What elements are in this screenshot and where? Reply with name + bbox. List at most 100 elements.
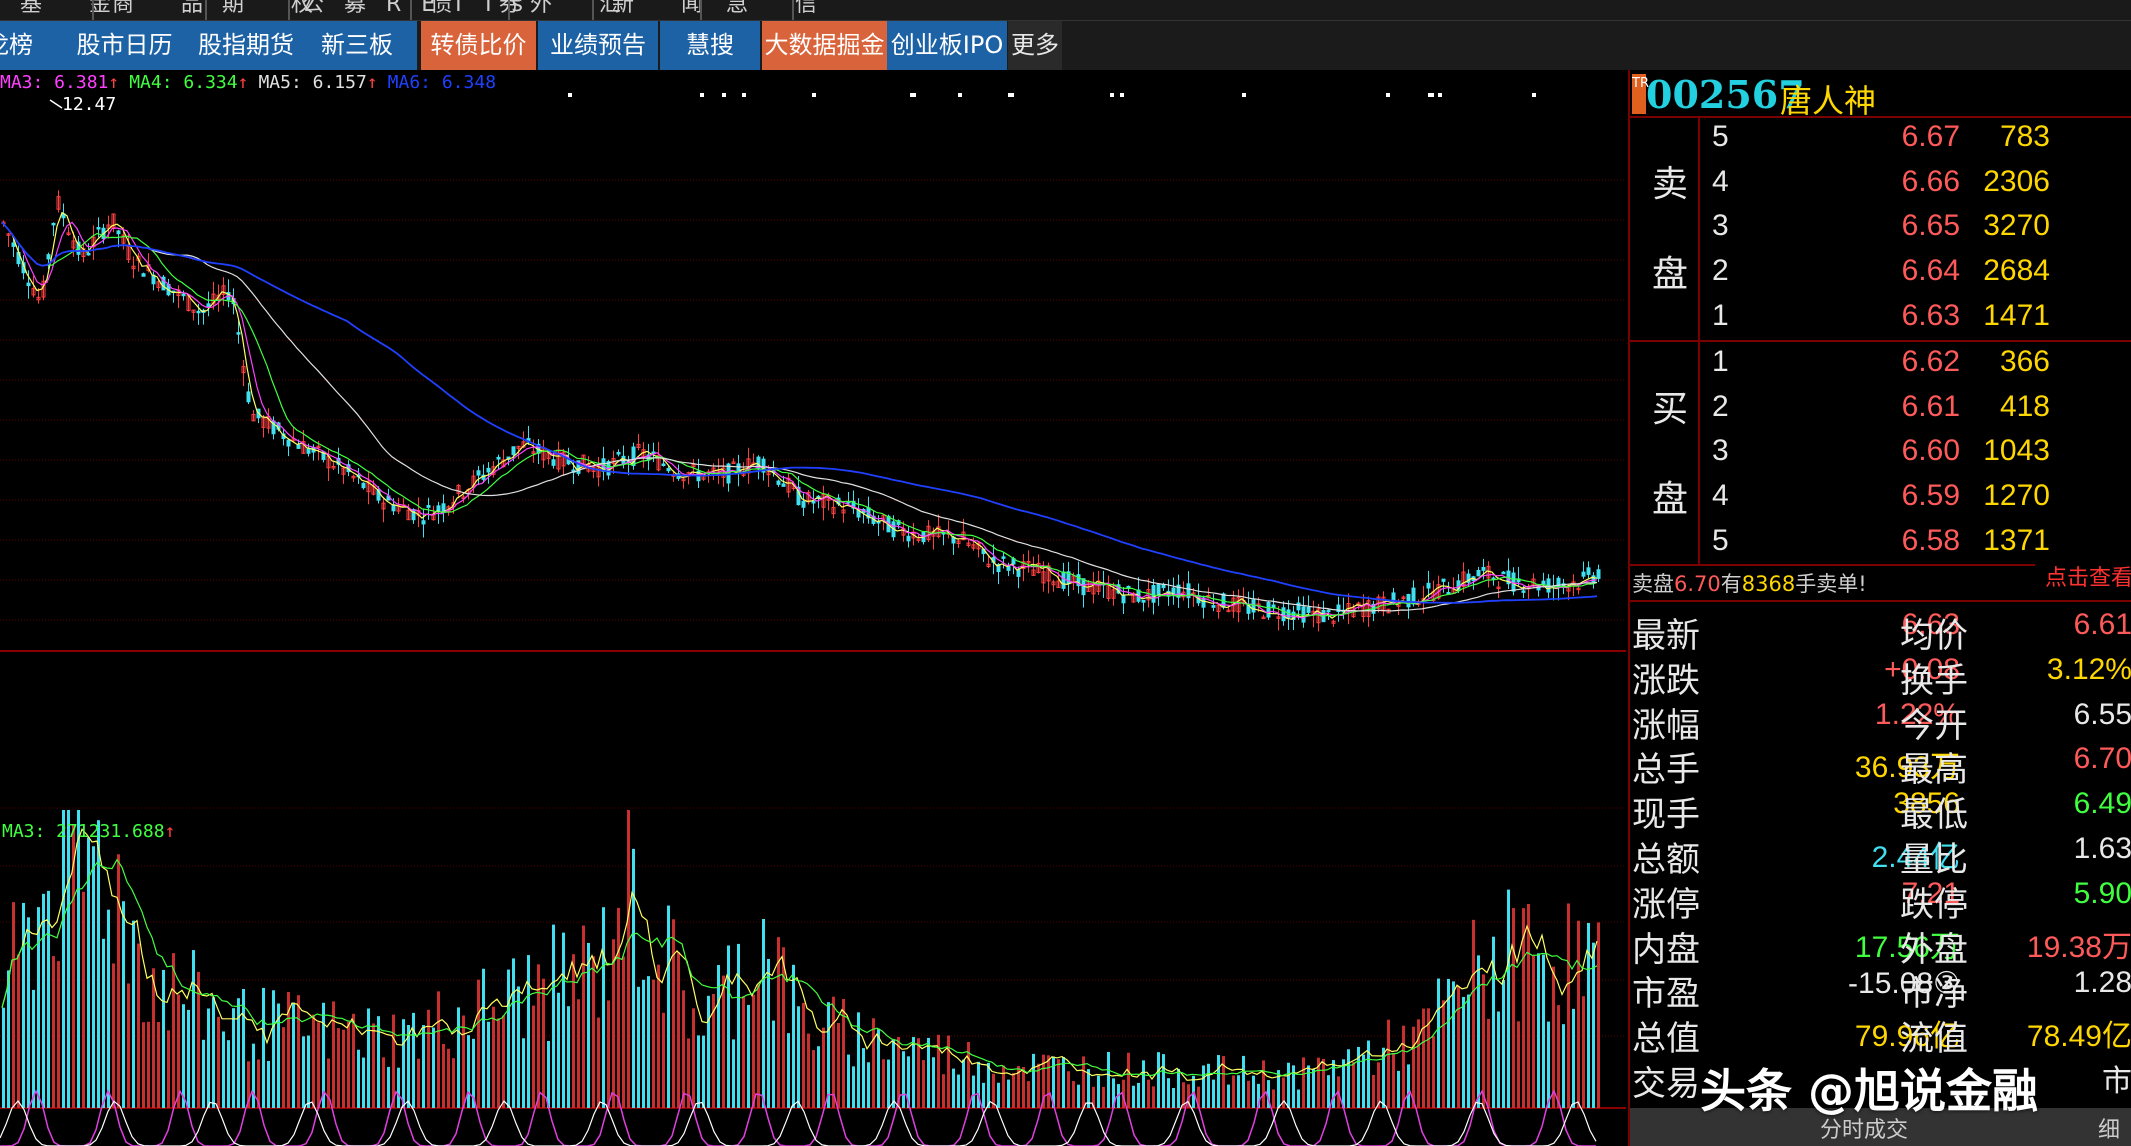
- event-marker[interactable]: [812, 93, 816, 97]
- quote-value: 3.12%: [2046, 652, 2131, 686]
- quote-label: 总值: [1632, 1019, 1700, 1060]
- quote-value: 5.90: [2073, 876, 2131, 910]
- nav-item[interactable]: 转债比价: [421, 21, 538, 70]
- menu-separator: [592, 0, 594, 20]
- quote-label: 总额: [1632, 840, 1700, 880]
- quote-label: 内盘: [1632, 929, 1700, 970]
- quote-value: 1.28: [2073, 966, 2131, 1000]
- quote-label: 交易: [1632, 1064, 1700, 1104]
- quote-label: 今开: [1900, 705, 1968, 746]
- sell-price: 6.63: [1901, 298, 1960, 332]
- top-menu-item[interactable]: 债 券: [430, 0, 541, 17]
- buy-volume: 1371: [1983, 523, 2050, 557]
- top-menu-item[interactable]: 公募REITs: [302, 0, 543, 17]
- candlesticks: [1, 190, 1601, 632]
- event-marker[interactable]: [958, 93, 962, 97]
- event-marker[interactable]: [1430, 93, 1434, 97]
- sell-volume: 3270: [1983, 209, 2050, 243]
- quote-label: 市净: [1900, 974, 1968, 1015]
- buy-volume: 418: [1999, 389, 2050, 423]
- tab-detail[interactable]: 细: [2098, 1118, 2121, 1143]
- menu-separator: [205, 0, 207, 20]
- sell-level: 2: [1712, 254, 1729, 288]
- quote-value: 36.93万: [1854, 751, 1960, 785]
- tab-tick-trades[interactable]: 分时成交: [1820, 1118, 1909, 1143]
- volume-ma-legend: MA3: 271231.688↑: [2, 821, 175, 842]
- top-menu-item[interactable]: 外 汇: [530, 0, 641, 17]
- nav-item[interactable]: 更多: [1008, 21, 1064, 70]
- buy-volume: 1043: [1983, 434, 2050, 468]
- event-marker[interactable]: [1532, 93, 1536, 97]
- menu-separator: [288, 0, 290, 20]
- sell-volume: 783: [1999, 120, 2050, 153]
- event-marker[interactable]: [568, 93, 572, 97]
- menu-separator: [410, 0, 412, 20]
- top-menu-item[interactable]: 商 品: [112, 0, 223, 17]
- event-marker[interactable]: [1010, 93, 1014, 97]
- view-details-button[interactable]: 点击查看: [2035, 564, 2131, 594]
- event-marker[interactable]: [722, 93, 726, 97]
- top-menu-item[interactable]: 期 权: [222, 0, 333, 17]
- nav-item[interactable]: 慧搜: [660, 21, 762, 70]
- quote-panel: TR 002567 唐人神 5 6.67 783 4 6.66 2306 3 6.65 3270…: [1628, 70, 2131, 1146]
- buy-side-label: 买: [1652, 389, 1689, 430]
- quote-value: 1.22%: [1874, 697, 1960, 731]
- menu-separator: [700, 0, 702, 20]
- quote-label: 外盘: [1900, 929, 1968, 970]
- quote-value: 6.70: [2073, 742, 2131, 776]
- watermark: 头条 @旭说金融: [1700, 1064, 2039, 1118]
- buy-side-label: 盘: [1652, 479, 1689, 520]
- menu-separator: [508, 0, 510, 20]
- sell-level: 5: [1712, 120, 1729, 153]
- top-menu-item[interactable]: 基 金: [20, 0, 131, 17]
- sell-side-label: 盘: [1652, 254, 1689, 295]
- event-markers[interactable]: [568, 93, 1536, 97]
- moving-average-lines: [1, 211, 1598, 620]
- buy-level: 1: [1712, 345, 1729, 378]
- function-nav-bar: 龙榜股市日历股指期货新三板转债比价业绩预告慧搜大数据掘金创业板IPO更多: [0, 21, 2131, 70]
- event-marker[interactable]: [742, 93, 746, 97]
- quote-label: 最新: [1632, 616, 1700, 656]
- kline-chart[interactable]: MA3: 6.381↑ MA4: 6.334↑ MA5: 6.157↑ MA6: 6.…: [0, 70, 1626, 1146]
- nav-item[interactable]: 龙榜: [0, 21, 50, 70]
- ma-legend-item: MA3: 6.381: [0, 72, 108, 93]
- buy-level: 4: [1712, 479, 1729, 513]
- quote-value: 79.96亿: [1854, 1020, 1960, 1054]
- ma-legend: MA3: 6.381↑ MA4: 6.334↑ MA5: 6.157↑ MA6: 6.…: [0, 72, 496, 93]
- nav-item[interactable]: 股指期货: [177, 21, 317, 70]
- sell-level: 1: [1712, 298, 1729, 332]
- quote-label: 最低: [1900, 795, 1968, 836]
- event-marker[interactable]: [1242, 93, 1246, 97]
- quote-label: 市盈: [1632, 974, 1700, 1015]
- nav-item[interactable]: 创业板IPO: [887, 21, 1009, 70]
- event-marker[interactable]: [1386, 93, 1390, 97]
- sell-price: 6.64: [1901, 254, 1960, 288]
- stock-name[interactable]: 唐人神: [1780, 82, 1877, 120]
- nav-item[interactable]: 新三板: [297, 21, 419, 70]
- top-menu-item[interactable]: 新 闻: [612, 0, 723, 17]
- ma-legend-item: MA4: 6.334: [129, 72, 237, 93]
- quote-value: 6.61: [2073, 608, 2131, 641]
- buy-volume: 1270: [1983, 479, 2050, 513]
- quote-value: 市: [2102, 1065, 2131, 1098]
- peak-price-label: 12.47: [62, 94, 116, 115]
- quote-value: 6.49: [2073, 787, 2131, 821]
- event-marker[interactable]: [1110, 93, 1114, 97]
- buy-level: 3: [1712, 434, 1729, 468]
- stock-code[interactable]: 002567: [1646, 72, 1805, 117]
- quote-value: 17.56万: [1854, 930, 1960, 964]
- event-marker[interactable]: [700, 93, 704, 97]
- buy-price: 6.60: [1901, 434, 1960, 468]
- quote-label: 跌停: [1900, 884, 1968, 925]
- tr-badge: TR: [1632, 74, 1649, 114]
- top-menu-item[interactable]: 急 信: [726, 0, 837, 17]
- nav-item[interactable]: 业绩预告: [538, 21, 660, 70]
- buy-price: 6.62: [1901, 345, 1960, 378]
- event-marker[interactable]: [1120, 93, 1124, 97]
- quote-label: 现手: [1632, 795, 1700, 836]
- nav-item[interactable]: 大数据掘金: [762, 21, 889, 70]
- divider: [1630, 600, 2131, 602]
- event-marker[interactable]: [1438, 93, 1442, 97]
- event-marker[interactable]: [912, 93, 916, 97]
- quote-label: 流值: [1900, 1019, 1968, 1060]
